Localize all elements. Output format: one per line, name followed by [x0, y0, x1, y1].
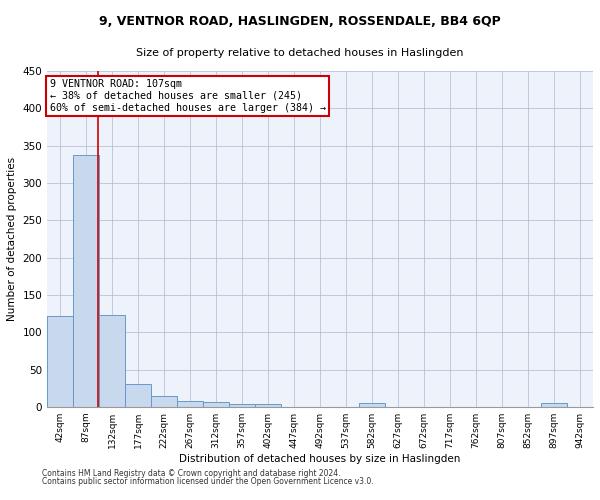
- Bar: [359, 403, 385, 407]
- Text: Contains HM Land Registry data © Crown copyright and database right 2024.: Contains HM Land Registry data © Crown c…: [42, 468, 341, 477]
- Bar: [47, 316, 73, 407]
- Bar: [203, 402, 229, 407]
- Y-axis label: Number of detached properties: Number of detached properties: [7, 157, 17, 321]
- Bar: [255, 404, 281, 407]
- Bar: [73, 154, 99, 407]
- Bar: [177, 401, 203, 407]
- Text: Contains public sector information licensed under the Open Government Licence v3: Contains public sector information licen…: [42, 477, 374, 486]
- Bar: [151, 396, 177, 407]
- Bar: [125, 384, 151, 407]
- Bar: [229, 404, 255, 407]
- Text: 9 VENTNOR ROAD: 107sqm
← 38% of detached houses are smaller (245)
60% of semi-de: 9 VENTNOR ROAD: 107sqm ← 38% of detached…: [50, 80, 326, 112]
- Text: 9, VENTNOR ROAD, HASLINGDEN, ROSSENDALE, BB4 6QP: 9, VENTNOR ROAD, HASLINGDEN, ROSSENDALE,…: [99, 15, 501, 28]
- X-axis label: Distribution of detached houses by size in Haslingden: Distribution of detached houses by size …: [179, 454, 461, 464]
- Bar: [541, 403, 567, 407]
- Bar: [99, 315, 125, 407]
- Text: Size of property relative to detached houses in Haslingden: Size of property relative to detached ho…: [136, 48, 464, 58]
